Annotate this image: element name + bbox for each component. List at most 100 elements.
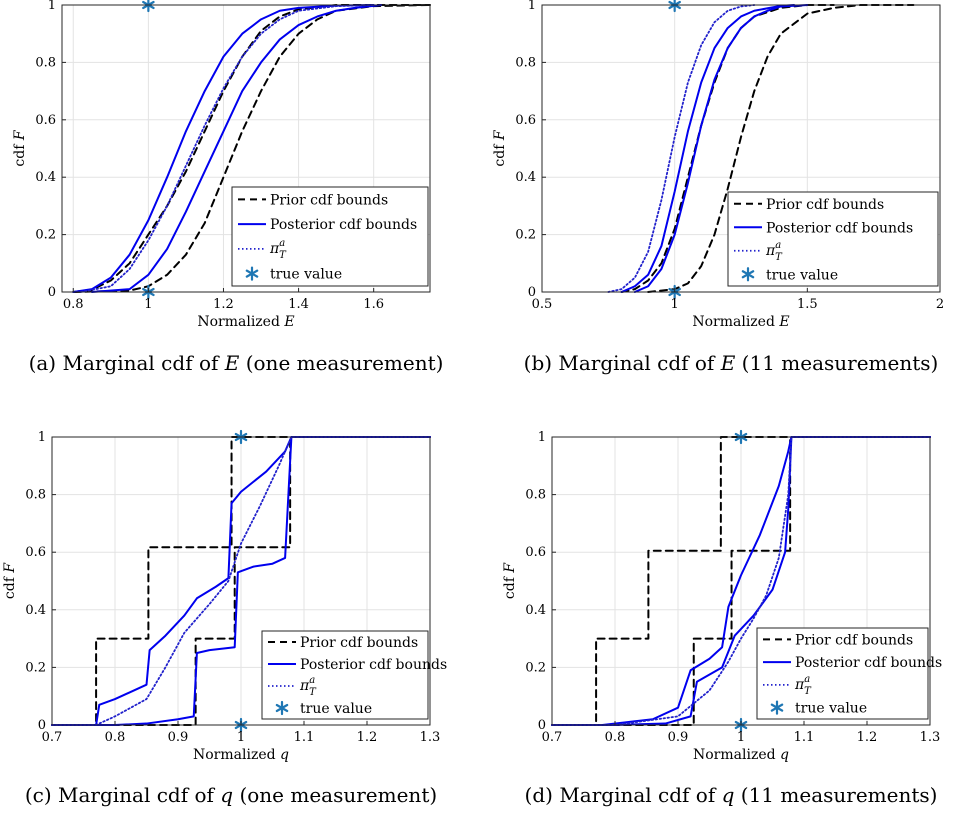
x-tick-label: 0.7 [42,730,63,745]
x-tick-label: 0.7 [542,730,563,745]
x-axis-label: Normalized E [692,314,789,330]
y-tick-label: 0 [528,285,536,300]
y-tick-label: 0.6 [25,545,46,560]
x-tick-label: 2 [936,297,944,312]
series-line-posterior-2 [72,4,375,293]
series-line-posterior-3 [91,4,383,293]
chart-panel-b: 0.5 1 1.5 2 0 0.2 0.4 0.6 0.8 1 Normalized E cdf F P… [492,0,944,375]
y-axis-label: cdf F [502,562,518,599]
legend-marker-true [770,700,784,715]
x-tick-label: 1 [144,297,152,312]
legend-label-prior: Prior cdf bounds [766,197,884,213]
series-line-prior-0 [51,436,431,726]
x-tick-label: 0.8 [105,730,126,745]
y-tick-label: 1 [538,430,546,445]
y-tick-label: 0.8 [25,488,46,503]
y-tick-label: 1 [38,430,46,445]
x-tick-label: 1.4 [288,297,309,312]
x-axis-label: Normalized q [193,747,289,763]
y-axis-label: cdf F [2,562,18,599]
series-line-pi-4 [79,4,375,293]
y-tick-label: 0.8 [525,488,546,503]
x-tick-label: 1.1 [794,730,815,745]
x-tick-label: 1.3 [420,730,441,745]
legend-label-prior: Prior cdf bounds [795,632,913,648]
legend-label-true: true value [300,701,372,717]
series-line-posterior-3 [551,436,931,726]
x-tick-label: 1 [671,297,679,312]
y-tick-label: 0.4 [35,170,56,185]
panel-caption: (a) Marginal cdf of E (one measurement) [29,351,444,375]
series-group [607,4,915,293]
chart-panel-c: 0.7 0.8 0.9 1 1.1 1.2 1.3 0 0.2 0.4 0.6 0.8 1 Normali… [2,429,447,807]
x-tick-label: 1.2 [857,730,878,745]
y-tick-label: 0.4 [25,603,46,618]
series-line-prior-0 [551,436,931,726]
legend-box [261,630,429,720]
x-tick-label: 1 [737,730,745,745]
axes-frame [541,4,941,293]
y-tick-label: 0.6 [35,113,56,128]
legend-label-pi: πa T [269,238,287,261]
x-tick-label: 1.2 [357,730,378,745]
series-line-posterior-3 [633,4,809,293]
x-tick-label: 1 [237,730,245,745]
series-line-posterior-3 [51,436,431,726]
y-tick-label: 0.2 [35,228,56,243]
legend-label-posterior: Posterior cdf bounds [270,217,417,233]
legend-box [756,627,929,720]
y-axis-label: cdf F [492,129,508,166]
series-line-prior-0 [72,4,431,293]
x-tick-label: 0.5 [532,297,553,312]
panel-caption: (d) Marginal cdf of q (11 measurements) [525,783,938,807]
legend-label-true: true value [766,267,838,283]
series-line-posterior-2 [620,4,796,293]
x-axis-label: Normalized E [197,314,294,330]
x-tick-label: 1.2 [213,297,234,312]
series-group [51,436,431,726]
y-axis-label: cdf F [12,129,28,166]
legend-label-prior: Prior cdf bounds [270,192,388,208]
series-line-pi-4 [51,436,431,726]
y-tick-label: 0.4 [515,170,536,185]
legend-label-true: true value [795,701,867,717]
panel-caption: (c) Marginal cdf of q (one measurement) [25,783,437,807]
panel-caption: (b) Marginal cdf of E (11 measurements) [524,351,939,375]
y-tick-label: 0.2 [25,660,46,675]
series-line-posterior-2 [51,436,431,726]
legend-label-pi: πa T [299,675,317,698]
legend-label-pi: πa T [765,240,783,263]
y-tick-label: 0.4 [525,603,546,618]
y-tick-label: 0.6 [515,113,536,128]
series-group [72,4,431,293]
legend-label-true: true value [270,267,342,283]
legend-label-prior: Prior cdf bounds [300,635,418,651]
legend: Prior cdf bounds Posterior cdf bounds πa T t… [756,627,942,720]
y-tick-label: 0.2 [525,660,546,675]
y-tick-label: 1 [48,0,56,13]
x-tick-label: 1.5 [797,297,818,312]
legend: Prior cdf bounds Posterior cdf bounds πa T t… [261,630,447,720]
legend-box [231,186,429,287]
legend-box [727,191,939,287]
legend-label-posterior: Posterior cdf bounds [795,655,942,671]
series-line-pi-4 [551,436,931,726]
series-line-posterior-2 [551,436,931,726]
series-group [551,436,931,726]
y-tick-label: 1 [528,0,536,13]
series-line-pi-4 [607,4,756,293]
x-tick-label: 0.8 [605,730,626,745]
legend-marker-true [245,266,259,281]
y-tick-label: 0.6 [525,545,546,560]
y-tick-label: 0.8 [35,55,56,70]
x-tick-label: 0.9 [668,730,689,745]
x-tick-label: 1.1 [294,730,315,745]
chart-panel-a: 0.8 1 1.2 1.4 1.6 0 0.2 0.4 0.6 0.8 1 Normalized E c… [12,0,443,375]
legend-label-pi: πa T [794,674,812,697]
x-tick-label: 0.9 [168,730,189,745]
x-tick-label: 1.6 [363,297,384,312]
legend-label-posterior: Posterior cdf bounds [300,657,447,673]
legend: Prior cdf bounds Posterior cdf bounds πa T t… [231,186,429,287]
y-tick-label: 0 [48,285,56,300]
